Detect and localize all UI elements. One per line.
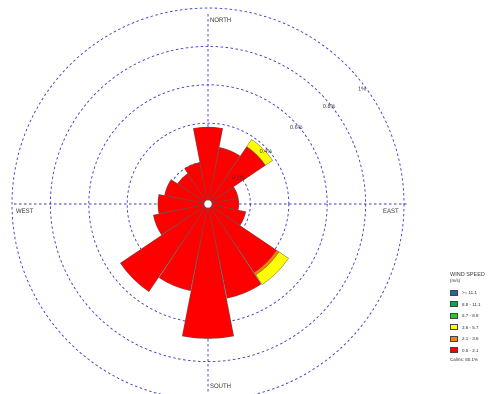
legend-calms: Calms: 60.1% — [450, 357, 479, 362]
legend-item-3: 3.6 - 5.7 — [450, 322, 500, 334]
legend-item-5: 0.5 - 2.1 — [450, 345, 500, 357]
ring-label-0: 0.2% — [232, 176, 245, 182]
legend-item-4: 2.1 - 3.6 — [450, 333, 500, 345]
petals-group — [119, 126, 289, 339]
legend-label: 2.1 - 3.6 — [462, 336, 479, 342]
legend-label: 5.7 - 8.8 — [462, 313, 479, 319]
legend-items: >= 11.1 8.8 - 11.1 5.7 - 8.8 3.6 - 5.7 2.1 -… — [450, 287, 500, 356]
direction-label-east: EAST — [383, 209, 399, 215]
legend-swatch — [450, 289, 458, 296]
legend-swatch — [450, 335, 458, 342]
direction-label-west: WEST — [16, 209, 34, 215]
petal-ne-2 — [246, 139, 273, 166]
legend-label: 0.5 - 2.1 — [462, 347, 479, 353]
legend-item-2: 5.7 - 8.8 — [450, 310, 500, 322]
legend-units: (m/s) — [450, 278, 461, 283]
ring-label-1: 0.4% — [260, 149, 273, 155]
legend-swatch — [450, 347, 458, 354]
calm-center-circle — [203, 199, 213, 209]
direction-label-north: NORTH — [210, 18, 231, 24]
legend-label: 8.8 - 11.1 — [462, 301, 481, 307]
petal-se-2 — [255, 251, 289, 285]
legend-swatch — [450, 301, 458, 308]
direction-label-south: SOUTH — [210, 384, 231, 390]
legend-item-0: >= 11.1 — [450, 287, 500, 299]
ring-label-4: 1% — [358, 86, 366, 92]
ring-labels-group: 0.2% 0.4% 0.6% 0.8% 1% — [232, 86, 366, 181]
legend-title: WIND SPEED — [450, 272, 485, 278]
legend-swatch — [450, 324, 458, 331]
legend-label: 3.6 - 5.7 — [462, 324, 479, 330]
legend-swatch — [450, 312, 458, 319]
legend-item-1: 8.8 - 11.1 — [450, 299, 500, 311]
ring-label-3: 0.8% — [323, 104, 336, 110]
legend: WIND SPEED (m/s) >= 11.1 8.8 - 11.1 5.7 - … — [450, 272, 500, 362]
ring-label-2: 0.6% — [290, 125, 303, 131]
legend-label: >= 11.1 — [462, 290, 477, 296]
